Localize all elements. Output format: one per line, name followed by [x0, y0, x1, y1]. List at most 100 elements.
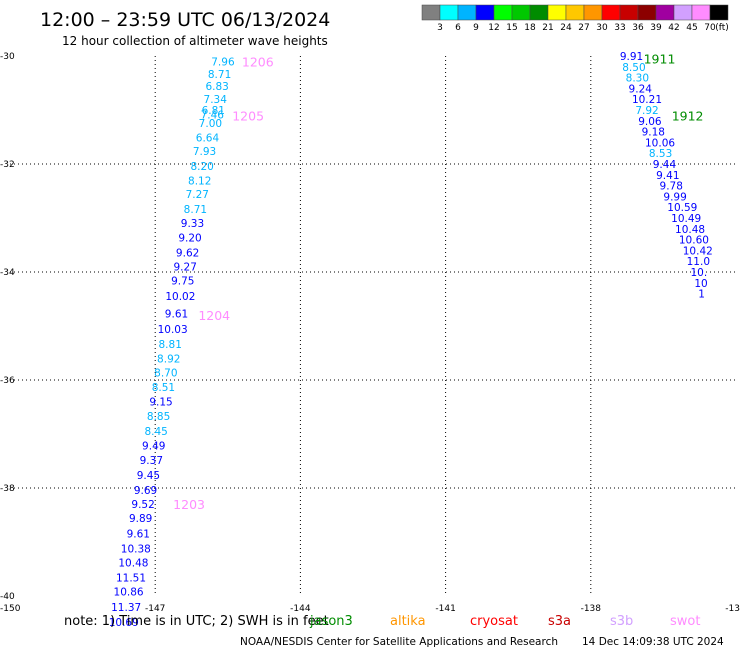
map-subtitle: 12 hour collection of altimeter wave hei…: [62, 34, 328, 48]
wave-height-label: 7.00: [199, 118, 222, 130]
wave-height-label: 10.21: [632, 94, 662, 106]
legend-label: 12: [488, 23, 499, 33]
pass-time-label: 1204: [198, 308, 230, 323]
credit-line: NOAA/NESDIS Center for Satellite Applica…: [240, 636, 558, 648]
wave-height-label: 8.81: [159, 339, 182, 351]
wave-height-label: 9.18: [642, 127, 665, 139]
lon-tick-label: -138: [581, 604, 602, 614]
wave-height-label: 11.51: [116, 573, 146, 585]
lat-tick-label: -30: [0, 52, 15, 62]
wave-height-label: 8.45: [144, 426, 167, 438]
legend-swatch: [439, 4, 459, 21]
wave-height-label: 8.70: [154, 367, 177, 379]
altimeter-track-b: 9.918.508.309.2410.217.929.069.1810.068.…: [620, 51, 713, 301]
legend-label: 15: [506, 23, 517, 33]
lat-tick-label: -34: [0, 268, 15, 278]
pass-time-label: 1911: [644, 52, 676, 67]
wave-height-label: 10.06: [645, 137, 675, 149]
wave-height-label: 6.81: [202, 105, 225, 117]
lon-tick-label: -13: [725, 604, 740, 614]
legend-label: 3: [437, 23, 443, 33]
wave-height-label: 9.75: [171, 276, 194, 288]
wave-height-label: 10.86: [114, 587, 144, 599]
satellite-name: cryosat: [470, 614, 518, 629]
wave-height-label: 9.69: [134, 485, 157, 497]
legend-swatch: [421, 4, 441, 21]
wave-height-label: 9.24: [629, 83, 653, 95]
legend-swatch: [601, 4, 621, 21]
legend-swatch: [565, 4, 585, 21]
legend-label: 39: [650, 23, 662, 33]
lat-tick-label: -38: [0, 484, 15, 494]
wave-height-label: 10.60: [679, 235, 709, 247]
wave-height-label: 10.49: [671, 213, 701, 225]
wave-height-label: 9.44: [653, 159, 677, 171]
legend-swatch: [709, 4, 729, 21]
legend-label: 42: [668, 23, 679, 33]
altimeter-track-a: 7.968.716.837.346.817.467.006.647.938.20…: [109, 54, 274, 629]
wave-height-label: 10: [694, 278, 707, 290]
wave-height-label: 10.03: [158, 324, 188, 336]
footnote: note: 1) Time is in UTC; 2) SWH is in fe…: [64, 614, 329, 629]
wave-height-label: 10.38: [121, 543, 151, 555]
wave-height-label: 10.42: [683, 245, 713, 257]
wave-height-label: 9.62: [176, 248, 199, 260]
legend-unit: (ft): [715, 23, 729, 33]
wave-height-label: 8.71: [208, 69, 231, 81]
legend-swatch: [619, 4, 639, 21]
wave-height-label: 7.93: [193, 146, 216, 158]
satellite-name: altika: [390, 614, 426, 629]
legend-swatch: [583, 4, 603, 21]
wave-height-label: 11.0: [687, 256, 710, 268]
lon-tick-label: -144: [290, 604, 311, 614]
wave-height-legend: 3 6 9 12 15 18 21 24 27 30 33 36 39 42 45 70 (ft): [421, 4, 729, 33]
lon-tick-label: -150: [0, 604, 21, 614]
wave-height-label: 10.: [691, 267, 708, 279]
satellite-name: s3a: [548, 614, 571, 629]
legend-label: 36: [632, 23, 644, 33]
legend-swatch: [673, 4, 693, 21]
wave-height-label: 9.99: [663, 191, 686, 203]
wave-height-label: 10.69: [109, 617, 139, 629]
wave-height-label: 9.52: [131, 499, 154, 511]
wave-height-label: 7.27: [186, 189, 209, 201]
wave-height-label: 9.15: [149, 397, 172, 409]
wave-height-label: 8.51: [152, 382, 175, 394]
satellite-name: jason3: [309, 614, 353, 629]
legend-swatch: [475, 4, 495, 21]
legend-swatch: [637, 4, 657, 21]
satellite-name: swot: [670, 614, 700, 629]
wave-height-label: 8.20: [190, 161, 213, 173]
wave-height-label: 8.50: [622, 62, 645, 74]
lat-lon-grid: [10, 56, 736, 596]
wave-height-label: 9.91: [620, 51, 643, 63]
wave-height-label: 7.92: [635, 105, 658, 117]
map-title: 12:00 – 23:59 UTC 06/13/2024: [40, 9, 330, 31]
satellite-name: s3b: [610, 614, 633, 629]
lat-tick-label: -40: [0, 592, 15, 602]
wave-height-label: 9.06: [638, 116, 662, 128]
legend-label: 33: [614, 23, 625, 33]
wave-height-label: 9.33: [181, 218, 204, 230]
legend-swatch: [691, 4, 711, 21]
pass-time-label: 1203: [173, 497, 205, 512]
legend-swatch: [655, 4, 675, 21]
pass-time-label: 1205: [232, 108, 264, 123]
wave-height-label: 9.41: [656, 170, 679, 182]
wave-height-label: 7.96: [211, 56, 235, 68]
legend-label: 9: [473, 23, 479, 33]
satellite-legend: jason3 altika cryosat s3a s3b swot: [309, 614, 700, 629]
lat-tick-label: -36: [0, 376, 15, 386]
wave-height-label: 9.78: [660, 181, 683, 193]
wave-height-label: 9.61: [165, 309, 188, 321]
legend-label: 21: [542, 23, 553, 33]
wave-height-label: 6.64: [196, 133, 220, 145]
wave-height-label: 9.61: [127, 528, 150, 540]
legend-label: 27: [578, 23, 589, 33]
legend-swatch: [511, 4, 531, 21]
pass-time-label: 1206: [242, 54, 274, 69]
legend-label: 24: [560, 23, 572, 33]
wave-height-label: 10.48: [118, 558, 148, 570]
wave-height-label: 9.27: [174, 262, 197, 274]
